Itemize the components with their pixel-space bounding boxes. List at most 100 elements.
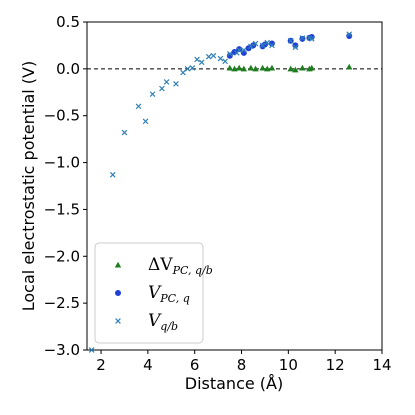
data-point-x [241,47,247,53]
x-marker-stroke [241,47,247,53]
x-marker-stroke [88,347,95,353]
x-marker-stroke [198,59,205,66]
legend-label-main: ΔV [148,255,173,275]
data-point-x [142,118,149,125]
data-point-triangle [259,64,266,71]
data-point-circle [292,42,299,49]
legend-label: ΔVPC, q/b [148,255,213,277]
x-marker-stroke [264,39,271,46]
x-marker-stroke [163,79,170,85]
x-tick-label: 8 [237,356,247,374]
x-tick-label: 4 [143,356,153,374]
y-tick-label: −2.5 [44,294,80,312]
y-tick-label: −0.5 [44,107,80,125]
x-tick-label: 10 [279,356,298,374]
plot-frame [86,21,383,351]
legend-label-main: V [148,311,162,331]
series-circle [226,33,353,59]
data-point-triangle [252,65,259,72]
data-point-x [198,59,205,66]
x-marker-stroke [210,52,217,59]
data-point-x [109,171,116,178]
data-point-x [159,85,165,92]
legend-label: VPC, q [148,283,190,305]
data-point-x [149,91,156,97]
x-tick-label: 2 [96,356,106,374]
x-tick-label: 12 [326,356,345,374]
data-point-x [259,42,266,49]
y-tick-label: −3.0 [44,341,80,359]
data-point-x [236,47,243,53]
x-marker-stroke [142,118,149,125]
x-marker-stroke [189,65,196,71]
data-point-x [217,55,224,62]
data-point-x [226,51,233,57]
x-tick-label: 6 [190,356,200,374]
x-marker-stroke [184,66,191,72]
x-marker-stroke [205,53,212,60]
legend-label-subscript: PC, q/b [172,264,213,277]
x-marker-stroke [299,35,306,41]
y-tick-label: 0.0 [56,60,80,78]
data-point-triangle [231,65,238,72]
data-point-x [299,35,306,41]
legend-label-subscript: q/b [160,320,178,333]
x-marker-stroke [180,69,186,76]
data-point-x [184,66,191,72]
y-tick-label: −1.0 [44,154,80,172]
data-point-x [292,44,299,51]
data-point-x [205,53,212,60]
data-point-circle [268,40,275,47]
x-marker-stroke [226,51,233,57]
x-marker-stroke [236,47,243,53]
data-point-x [194,56,200,63]
data-point-x [210,52,217,59]
data-point-triangle [292,66,299,73]
data-point-x [163,79,170,85]
data-point-triangle [268,64,276,71]
y-tick-label: −2.0 [44,247,80,265]
x-marker-stroke [346,31,353,38]
data-point-triangle [235,64,243,71]
legend-marker-x [115,318,121,324]
data-point-x [346,31,353,38]
data-point-x [222,58,228,65]
x-marker-stroke [121,129,128,136]
data-point-x [88,347,95,353]
x-marker-stroke [292,44,299,51]
data-point-triangle [240,65,248,72]
x-marker-stroke [217,55,224,62]
x-marker-stroke [109,171,116,178]
data-point-circle [226,52,233,59]
data-point-x [269,42,275,49]
legend-label-main: V [148,283,162,303]
legend-marker-circle [115,290,121,296]
x-marker-stroke [159,85,165,92]
data-point-circle [346,33,353,40]
data-point-x [252,40,259,47]
y-axis-label: Local electrostatic potential (V) [19,61,38,311]
data-point-triangle [299,64,306,71]
series-triangle [226,63,353,73]
x-marker-stroke [173,81,179,87]
x-marker-stroke [194,56,200,63]
data-point-x [308,36,315,42]
x-marker-stroke [306,35,313,41]
data-point-triangle [247,64,255,71]
series-x [88,31,353,353]
data-point-x [121,129,128,136]
y-ticks: 0.5 0.0 −0.5 −1.0 −1.5 −2.0 −2.5 −3.0 [44,13,87,359]
x-marker-stroke [222,58,228,65]
data-point-x [189,65,196,71]
data-point-triangle [287,65,294,72]
x-marker-stroke [269,42,275,49]
x-marker-stroke [287,37,294,44]
data-point-triangle [226,64,234,71]
x-marker-stroke [259,42,266,49]
data-point-triangle [308,64,315,71]
data-point-x [180,69,186,76]
series-layer [88,31,353,353]
data-point-x [248,43,254,50]
x-marker-stroke [248,43,254,50]
